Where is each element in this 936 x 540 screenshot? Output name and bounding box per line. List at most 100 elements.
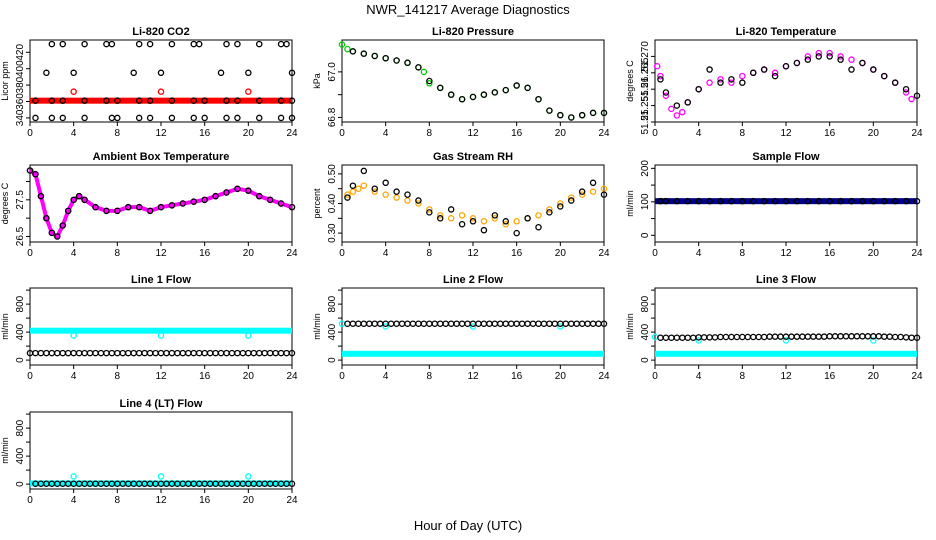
data-point <box>859 197 866 205</box>
data-point <box>195 40 203 48</box>
y-tick-label: 0.50 <box>327 164 338 184</box>
data-point <box>820 333 828 340</box>
x-tick-label: 4 <box>71 495 77 506</box>
data-point <box>815 49 823 57</box>
data-point <box>272 349 279 357</box>
data-point <box>695 337 702 344</box>
data-point <box>157 473 165 480</box>
data-point <box>255 192 263 200</box>
series-black <box>657 53 921 109</box>
series-navy <box>655 198 917 205</box>
data-point <box>277 40 285 48</box>
panel-temp: Li-820 Temperature degrees C 0 4 8 12 16 20 24 51… <box>625 26 923 139</box>
x-tick-label: 20 <box>868 128 880 139</box>
x-tick-label: 0 <box>652 248 658 259</box>
data-point <box>426 320 433 327</box>
data-point <box>371 188 378 195</box>
data-point <box>217 349 225 357</box>
x-tick-label: 16 <box>824 248 836 259</box>
data-point <box>480 218 488 225</box>
data-point <box>201 97 208 104</box>
data-point <box>706 334 713 341</box>
x-tick-label: 20 <box>243 371 255 382</box>
series-black <box>344 167 608 237</box>
data-point <box>64 349 72 357</box>
data-point <box>146 114 154 122</box>
data-point <box>277 349 285 357</box>
data-point <box>371 185 378 192</box>
data-point <box>344 320 351 327</box>
data-point <box>453 320 460 327</box>
data-point <box>540 320 548 327</box>
data-point <box>114 349 121 357</box>
data-point <box>108 349 116 357</box>
data-point <box>793 333 801 340</box>
x-tick-label: 20 <box>868 248 880 259</box>
data-point <box>771 197 779 205</box>
x-tick-label: 24 <box>286 371 298 382</box>
data-point <box>507 320 515 327</box>
data-point <box>728 76 735 83</box>
data-point <box>48 114 56 122</box>
data-point <box>870 66 877 73</box>
data-point <box>673 102 681 109</box>
data-point <box>436 320 444 327</box>
data-point <box>146 207 154 215</box>
y-tick-label: 400 <box>15 60 26 77</box>
series-orange <box>344 182 608 228</box>
series-black-low <box>32 97 296 104</box>
panel-rh: Gas Stream RH percent 0 4 8 12 16 20 24 0.30 0.40 0… <box>312 151 610 259</box>
data-point <box>255 97 263 104</box>
data-point <box>793 197 801 205</box>
data-point <box>744 333 752 341</box>
data-point <box>404 320 411 327</box>
data-point <box>881 333 888 340</box>
data-point <box>32 114 39 122</box>
data-point <box>125 349 132 357</box>
x-tick-label: 8 <box>740 128 746 139</box>
data-point <box>902 197 910 205</box>
data-point <box>902 85 910 93</box>
data-point <box>913 334 921 341</box>
y-tick-label: 360 <box>15 93 26 110</box>
x-tick-label: 16 <box>511 371 523 382</box>
data-point <box>360 182 368 189</box>
data-point <box>859 333 866 340</box>
x-tick-label: 20 <box>555 128 567 139</box>
data-point <box>913 92 921 100</box>
data-point <box>750 69 757 77</box>
data-point <box>760 66 768 73</box>
data-point <box>826 53 833 60</box>
x-tick-label: 4 <box>383 128 389 139</box>
data-point <box>250 349 258 357</box>
series-red-high <box>70 88 252 95</box>
data-point <box>185 349 192 357</box>
plot-frame <box>341 39 605 123</box>
data-point <box>458 95 466 103</box>
data-point <box>277 114 285 122</box>
data-point <box>891 333 899 341</box>
data-point <box>409 320 417 327</box>
data-point <box>458 320 466 327</box>
data-point <box>464 320 471 327</box>
data-point <box>595 320 602 327</box>
x-tick-label: 0 <box>27 248 33 259</box>
data-point <box>578 188 586 195</box>
panel-title: Gas Stream RH <box>433 151 513 163</box>
data-point <box>277 97 285 104</box>
data-point <box>234 114 241 122</box>
x-tick-label: 0 <box>652 371 658 382</box>
data-point <box>168 97 176 104</box>
x-tick-label: 20 <box>868 371 880 382</box>
x-tick-label: 20 <box>555 248 567 259</box>
data-point <box>557 203 564 210</box>
data-point <box>458 212 466 219</box>
x-tick-label: 8 <box>427 248 433 259</box>
data-point <box>589 320 597 327</box>
data-point <box>913 197 921 205</box>
data-point <box>228 349 236 357</box>
series-black <box>657 333 921 341</box>
data-point <box>382 323 389 330</box>
data-point <box>837 53 844 60</box>
